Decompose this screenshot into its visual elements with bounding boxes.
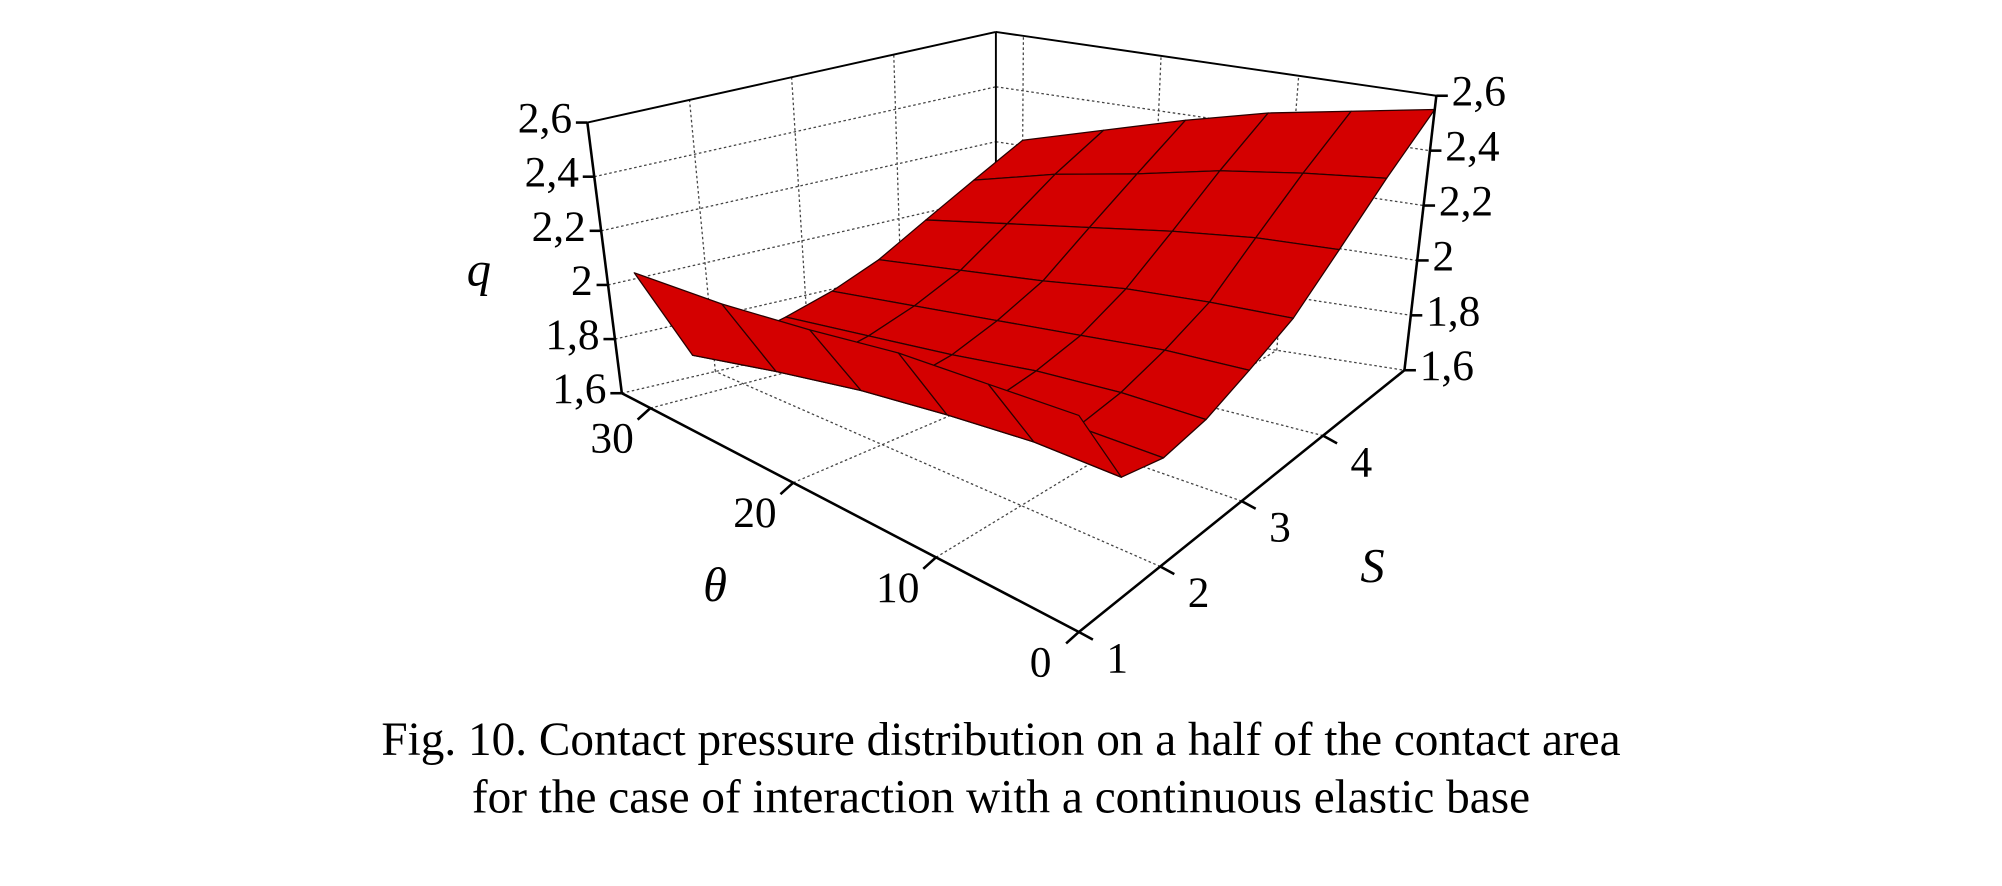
wall-grid-line (601, 141, 997, 232)
z-tick-label: 1,8 (545, 311, 599, 359)
x-tick-label: 20 (733, 489, 776, 537)
surface (633, 108, 1436, 478)
x-tick (1065, 630, 1080, 645)
caption-line: Fig. 10. Contact pressure distribution o… (381, 714, 1620, 766)
box-edge (1403, 95, 1438, 371)
wall-grid-line (614, 250, 997, 340)
caption-line: for the case of interaction with a conti… (472, 772, 1530, 824)
z-tick-label: 2,4 (1445, 123, 1500, 171)
y-tick (1322, 434, 1338, 445)
z-tick-label: 1,8 (1426, 287, 1480, 335)
x-tick-label: 0 (1030, 638, 1052, 686)
wall-grid-line (594, 86, 997, 178)
z-tick-label: 2,2 (532, 203, 586, 251)
floor-grid-line (902, 327, 1324, 437)
z-tick-label: 2,6 (1452, 68, 1506, 116)
box-edge (587, 30, 997, 124)
y-tick-label: 4 (1350, 438, 1372, 486)
z-tick-label: 1,6 (1420, 342, 1474, 390)
z-tick-label: 2,4 (525, 149, 580, 197)
y-tick-label: 1 (1106, 635, 1128, 683)
box-edge (621, 392, 1080, 634)
z-axis-label: q (467, 244, 491, 297)
z-tick-label: 2 (1433, 232, 1455, 280)
box-edge (995, 30, 1437, 97)
axes: 0 10 20 30 1 2 3 4 1,6 1,6 1,8 1,8 2 2 2,2 2,2 2,4 2,4 2,6… (518, 68, 1506, 687)
surface-patch (987, 383, 1123, 478)
y-tick (1078, 630, 1094, 641)
y-tick-label: 3 (1269, 504, 1291, 552)
x-tick (636, 407, 652, 421)
z-tick-label: 2 (571, 257, 593, 305)
z-tick-label: 1,6 (552, 365, 606, 413)
x-tick-label: 30 (590, 415, 633, 463)
x-tick (779, 481, 795, 496)
x-tick (922, 556, 937, 570)
z-tick-label: 2,6 (518, 95, 572, 143)
wall-grid-line (995, 86, 1431, 152)
y-tick (1159, 565, 1175, 576)
y-axis-label: S (1360, 540, 1384, 593)
box-edge (586, 122, 624, 394)
y-tick (1241, 499, 1257, 510)
y-tick-label: 2 (1188, 569, 1210, 617)
z-tick-label: 2,2 (1439, 177, 1493, 225)
x-axis-label: θ (703, 559, 727, 612)
x-tick-label: 10 (876, 564, 919, 612)
floor-grid-line (715, 370, 1161, 568)
